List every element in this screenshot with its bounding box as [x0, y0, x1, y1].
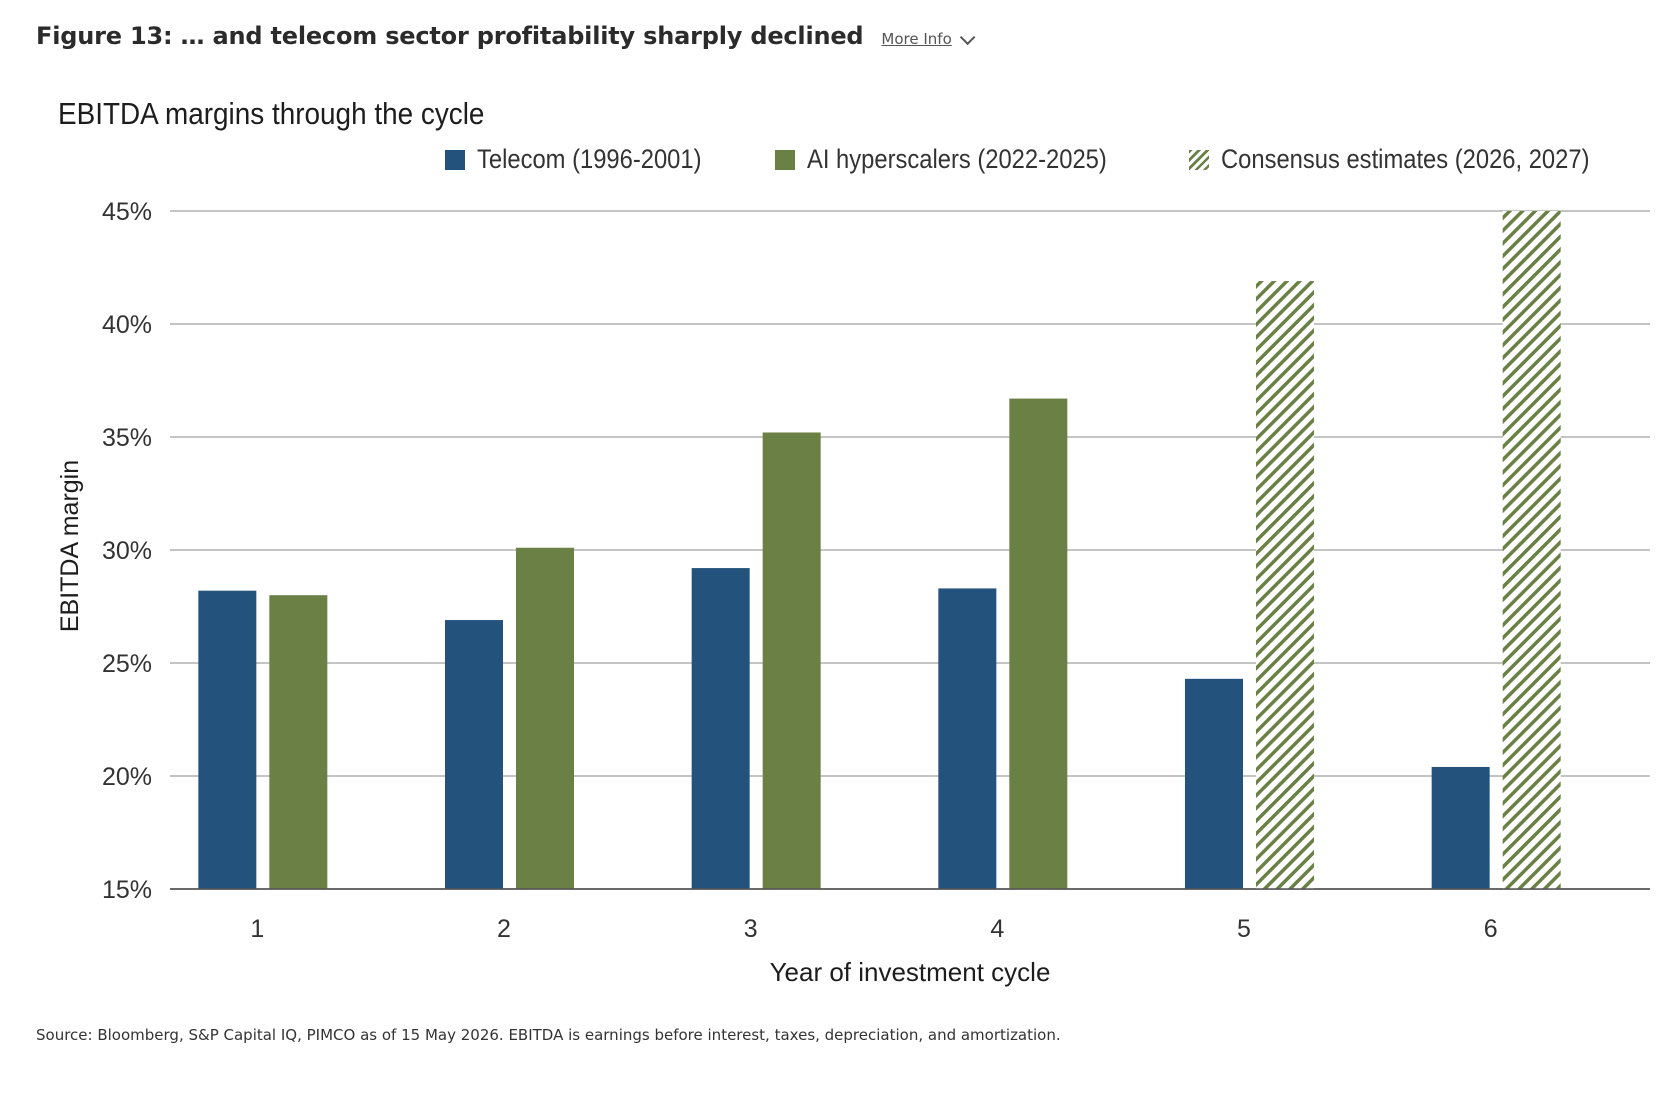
- legend-item-consensus-estimates: Consensus estimates (2026, 2027): [1189, 144, 1640, 175]
- legend-swatch-telecom: [445, 149, 466, 170]
- chart-legend: Telecom (1996-2001) AI hyperscalers (202…: [445, 144, 1640, 175]
- legend-label-ai-hyperscalers: AI hyperscalers (2022-2025): [806, 144, 1107, 174]
- y-tick-label: 15%: [102, 876, 152, 904]
- x-tick-label: 3: [744, 915, 758, 943]
- x-axis: 1 2 3 4 5 6: [170, 888, 1650, 943]
- y-tick-label: 30%: [102, 537, 152, 565]
- x-tick-label: 4: [990, 915, 1004, 943]
- legend-label-telecom: Telecom (1996-2001): [477, 144, 702, 174]
- bar-consensus-estimate: [1502, 211, 1561, 889]
- y-axis: 15% 20% 25% 30% 35% 40% 45%: [102, 198, 152, 904]
- bars: [198, 211, 1561, 889]
- y-tick-label: 35%: [102, 424, 152, 452]
- legend-item-telecom: Telecom (1996-2001): [445, 144, 732, 175]
- bar-ai-hyperscalers: [516, 547, 574, 889]
- legend-swatch-ai-hyperscalers: [774, 149, 795, 170]
- chart-title: EBITDA margins through the cycle: [58, 96, 485, 131]
- bar-telecom: [198, 590, 257, 889]
- bar-ai-hyperscalers: [762, 432, 821, 889]
- source-note: Source: Bloomberg, S&P Capital IQ, PIMCO…: [36, 1026, 1061, 1044]
- x-axis-label: Year of investment cycle: [770, 957, 1051, 987]
- y-tick-label: 40%: [102, 311, 152, 339]
- bar-telecom: [445, 620, 503, 889]
- legend-item-ai-hyperscalers: AI hyperscalers (2022-2025): [774, 144, 1148, 175]
- bar-ai-hyperscalers: [269, 595, 328, 889]
- bar-telecom: [1185, 678, 1243, 889]
- legend-swatch-consensus-estimates: [1189, 149, 1210, 170]
- more-info-label[interactable]: More Info: [881, 30, 952, 48]
- figure-header: Figure 13: … and telecom sector profitab…: [36, 22, 976, 50]
- figure-title: Figure 13: … and telecom sector profitab…: [36, 22, 864, 50]
- x-tick-label: 1: [250, 915, 264, 943]
- y-tick-label: 45%: [102, 198, 152, 226]
- bar-consensus-estimate: [1256, 281, 1314, 889]
- gridlines: [170, 210, 1650, 890]
- bar-telecom: [938, 588, 997, 889]
- bar-telecom: [1431, 766, 1490, 889]
- y-tick-label: 25%: [102, 650, 152, 678]
- more-info-toggle[interactable]: More Info: [881, 29, 976, 48]
- bar-telecom: [691, 568, 750, 889]
- y-axis-label: EBITDA margin: [56, 460, 84, 632]
- x-tick-label: 2: [497, 915, 511, 943]
- x-tick-label: 6: [1484, 915, 1498, 943]
- x-tick-label: 5: [1237, 915, 1251, 943]
- bar-ai-hyperscalers: [1009, 398, 1068, 889]
- y-tick-label: 20%: [102, 763, 152, 791]
- legend-label-consensus-estimates: Consensus estimates (2026, 2027): [1221, 144, 1590, 174]
